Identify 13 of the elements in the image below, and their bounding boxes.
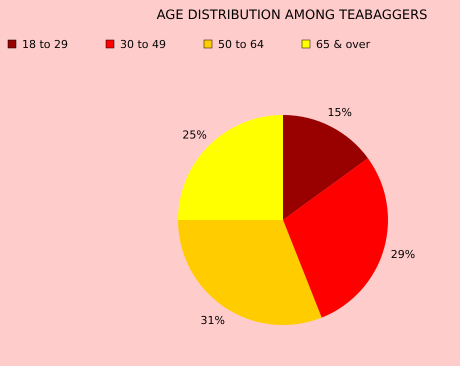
data-label: 29% — [390, 248, 416, 261]
legend-label: 50 to 64 — [218, 38, 264, 51]
data-label: 15% — [328, 106, 352, 120]
pie-slice — [178, 220, 322, 325]
data-label: 31% — [200, 314, 225, 328]
legend-label: 18 to 29 — [22, 38, 68, 51]
pie-slice — [283, 115, 368, 220]
legend-label: 30 to 49 — [120, 38, 166, 51]
pie-slice — [178, 115, 283, 220]
data-label: 25% — [182, 128, 207, 142]
chart-title: AGE DISTRIBUTION AMONG TEABAGGERS — [156, 8, 428, 23]
pie-slice — [283, 158, 388, 318]
legend-label: 65 & over — [316, 38, 371, 51]
